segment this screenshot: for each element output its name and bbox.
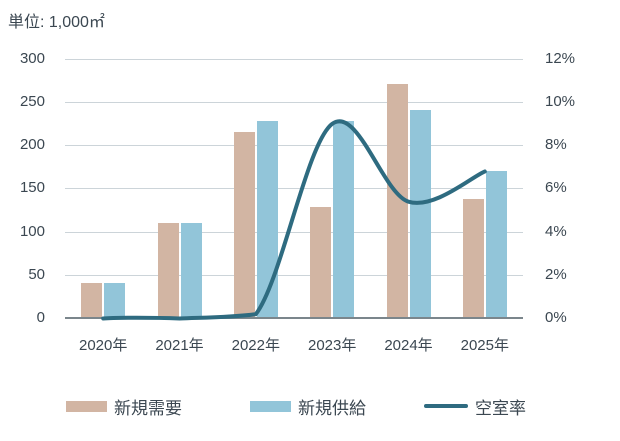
left-axis-tick: 50 — [28, 265, 45, 283]
x-axis-label: 2023年 — [308, 337, 357, 354]
legend-label-supply: 新規供給 — [298, 398, 366, 418]
vacancy-line-swatch — [424, 404, 468, 408]
right-axis-tick: 8% — [545, 136, 567, 153]
left-axis-tick: 100 — [19, 222, 45, 240]
bar-supply — [333, 120, 355, 318]
x-axis-label: 2024年 — [384, 337, 433, 354]
legend: 新規需要 新規供給 空室率 — [0, 394, 620, 420]
x-axis-label: 2022年 — [231, 337, 280, 354]
bar-demand — [81, 283, 103, 318]
x-axis-line — [65, 317, 523, 319]
left-axis-tick: 250 — [19, 92, 45, 110]
right-axis-tick: 2% — [545, 265, 567, 283]
bar-demand — [157, 222, 179, 318]
right-axis-tick: 6% — [545, 179, 567, 197]
gridline — [65, 145, 523, 146]
right-axis-tick: 12% — [545, 49, 576, 67]
gridline — [65, 58, 523, 60]
bar-demand — [310, 207, 332, 318]
bar-supply — [485, 170, 507, 318]
supply-swatch — [250, 400, 291, 412]
vacancy-line — [101, 118, 487, 321]
bar-demand — [462, 198, 484, 318]
bar-demand — [386, 84, 408, 318]
x-axis-label: 2020年 — [79, 337, 128, 354]
legend-item-demand: 新規需要 — [66, 394, 182, 418]
gridline — [65, 231, 523, 233]
demand-swatch — [66, 400, 107, 412]
left-axis-tick: 300 — [19, 49, 45, 67]
vacancy-line-path — [101, 118, 487, 321]
bar-demand — [233, 132, 255, 318]
bar-supply — [180, 222, 202, 318]
left-axis-tick: 0 — [36, 309, 45, 326]
bar-supply — [256, 120, 278, 318]
bar-supply — [409, 110, 431, 318]
left-axis-tick: 200 — [19, 136, 45, 153]
gridline — [65, 101, 523, 103]
right-axis-tick: 4% — [545, 222, 567, 240]
x-axis-label: 2021年 — [155, 337, 204, 354]
bar-supply — [104, 283, 126, 318]
left-axis-tick: 150 — [19, 179, 45, 197]
legend-item-vacancy: 空室率 — [424, 394, 526, 418]
right-axis-tick: 0% — [545, 309, 567, 326]
legend-label-demand: 新規需要 — [114, 398, 182, 418]
gridline — [65, 274, 523, 276]
gridline — [65, 188, 523, 190]
legend-label-vacancy: 空室率 — [475, 398, 526, 418]
x-axis-label: 2025年 — [460, 337, 509, 354]
unit-label: 単位: 1,000㎡ — [8, 14, 105, 31]
right-axis-tick: 10% — [545, 92, 576, 110]
legend-item-supply: 新規供給 — [250, 394, 366, 418]
